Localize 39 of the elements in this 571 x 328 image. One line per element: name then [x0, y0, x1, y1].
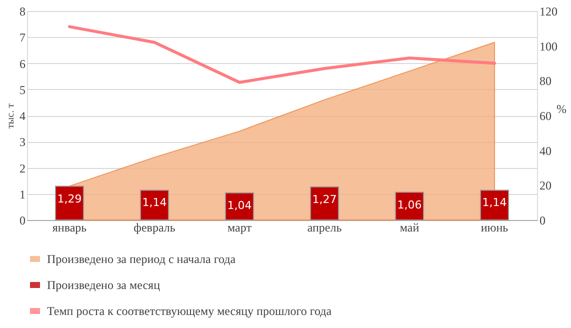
- data-label: 1,14: [142, 196, 167, 210]
- y-axis-title: тыс. т: [6, 102, 16, 128]
- x-tick-label: июнь: [480, 220, 509, 234]
- y2-tick-label: 40: [540, 144, 552, 158]
- bar: [480, 190, 509, 220]
- y2-tick-label: 100: [540, 39, 558, 54]
- y-tick-label: 1: [20, 187, 26, 202]
- y2-tick-label: 80: [540, 74, 552, 88]
- bar: [225, 192, 254, 220]
- x-tick-label: март: [228, 220, 252, 234]
- y2-tick-label: 0: [540, 214, 546, 228]
- legend-label: Произведено за месяц: [47, 278, 161, 292]
- bar: [140, 190, 169, 220]
- y2-tick-label: 120: [540, 4, 558, 18]
- y-tick-label: 5: [20, 82, 26, 97]
- bar: [310, 186, 339, 220]
- y2-axis-title: %: [556, 102, 566, 116]
- data-label: 1,04: [227, 198, 252, 212]
- data-label: 1,14: [482, 196, 507, 210]
- line-series: [68, 25, 496, 84]
- y-tick-label: 6: [20, 56, 26, 71]
- x-tick-label: май: [400, 220, 420, 234]
- data-label: 1,29: [57, 192, 82, 206]
- x-tick-label: январь: [52, 220, 88, 234]
- y-tick-label: 7: [20, 30, 26, 45]
- y2-tick-label: 60: [540, 109, 552, 123]
- y-tick-label: 0: [20, 214, 26, 228]
- data-label: 1,27: [312, 192, 337, 206]
- legend-label: Темп роста к соответствующему месяцу прошлого года: [47, 304, 332, 318]
- x-tick-label: февраль: [134, 220, 176, 234]
- y-tick-label: 3: [20, 135, 26, 150]
- x-tick-label: апрель: [307, 220, 342, 234]
- data-label: 1,06: [397, 198, 422, 212]
- legend-label: Произведено за период с начала года: [47, 252, 236, 266]
- y-tick-label: 2: [20, 161, 26, 176]
- y-tick-label: 4: [20, 109, 26, 123]
- bar: [55, 186, 84, 220]
- y2-tick-label: 20: [540, 178, 552, 193]
- y-tick-label: 8: [20, 4, 26, 18]
